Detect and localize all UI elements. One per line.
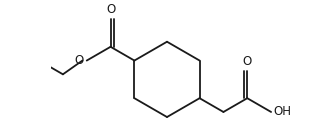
Text: O: O [242,55,252,68]
Text: O: O [74,54,84,67]
Text: O: O [106,3,115,16]
Text: OH: OH [273,105,291,118]
